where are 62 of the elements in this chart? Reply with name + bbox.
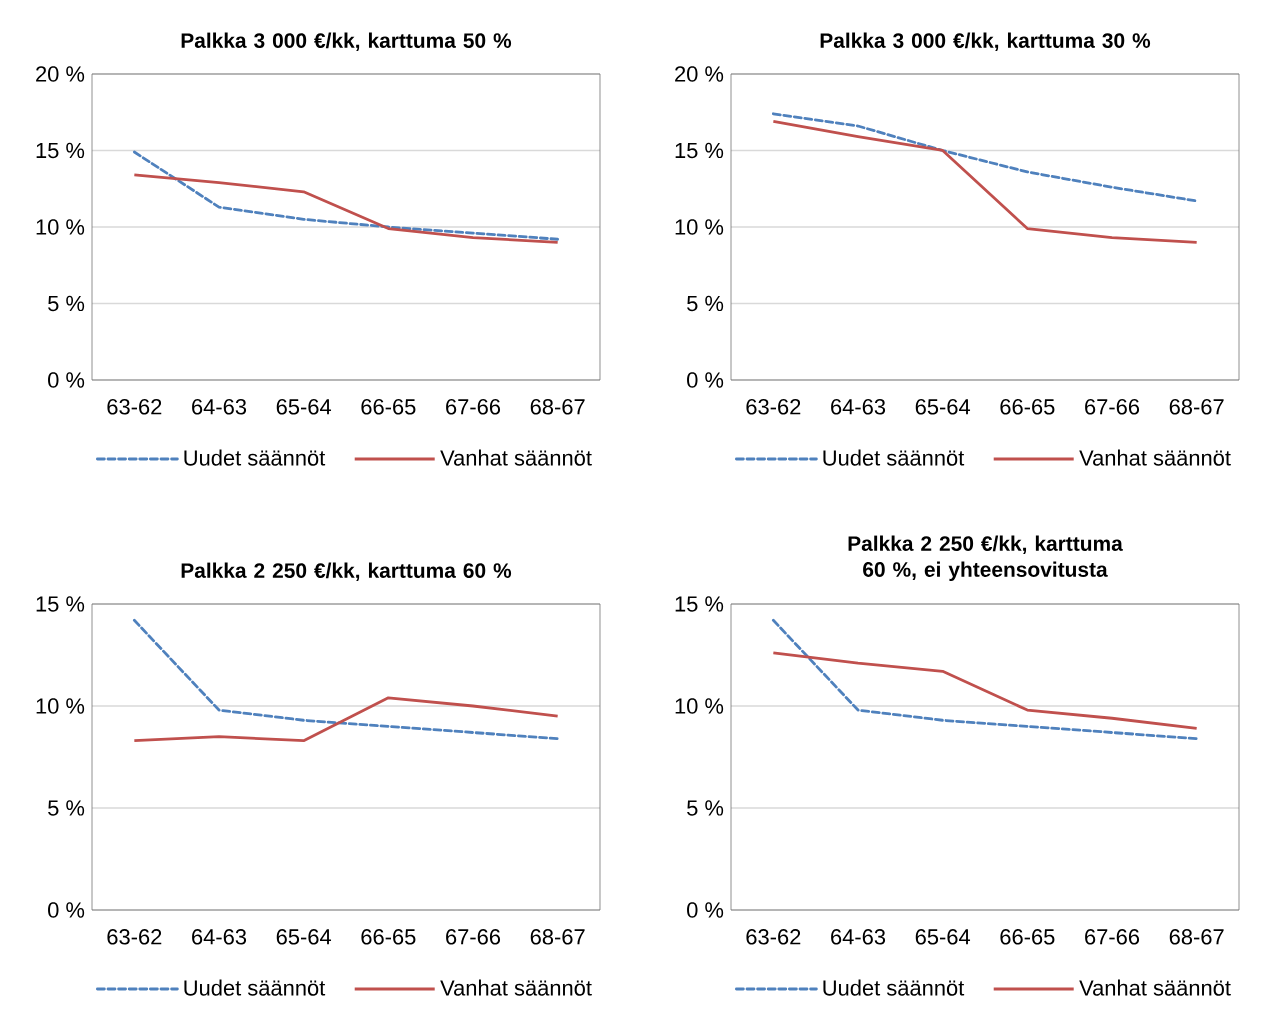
- chart-title: Palkka 3 000 €/kk, karttuma 30 %: [820, 32, 1151, 52]
- x-tick-label: 67-66: [1085, 399, 1140, 415]
- x-tick-label: 67-66: [446, 399, 501, 415]
- x-tick-label: 67-66: [1085, 929, 1140, 945]
- x-tick-label: 68-67: [530, 399, 585, 415]
- chart-title: Palkka 3 000 €/kk, karttuma 50 %: [181, 32, 512, 52]
- y-tick-label: 15 %: [675, 596, 724, 612]
- x-tick-label: 66-65: [361, 929, 416, 945]
- y-tick-label: 0 %: [48, 372, 85, 388]
- line-series: [132, 618, 560, 741]
- y-tick-label: 10 %: [36, 698, 85, 714]
- x-tick-label: 64-63: [831, 399, 886, 415]
- chart-title: Palkka 2 250 €/kk, karttuma 60 %, ei yhteensovitusta: [848, 535, 1123, 581]
- x-tick-label: 63-62: [107, 399, 162, 415]
- x-tick-label: 66-65: [1000, 399, 1055, 415]
- legend-label: Vanhat säännöt: [1079, 449, 1231, 466]
- y-tick-label: 5 %: [687, 800, 724, 816]
- x-tick-label: 65-64: [276, 399, 332, 415]
- chart-title: Palkka 2 250 €/kk, karttuma 60 %: [181, 562, 512, 582]
- x-tick-label: 66-65: [1000, 929, 1055, 945]
- y-tick-label: 20 %: [675, 66, 724, 82]
- x-tick-label: 63-62: [746, 399, 801, 415]
- y-tick-label: 15 %: [675, 142, 724, 159]
- x-tick-label: 65-64: [915, 929, 971, 945]
- y-tick-label: 10 %: [675, 698, 724, 714]
- x-tick-label: 65-64: [276, 929, 332, 945]
- x-tick-label: 68-67: [1169, 929, 1224, 945]
- line-series: [771, 618, 1199, 741]
- x-tick-label: 66-65: [361, 399, 416, 415]
- y-tick-label: 10 %: [36, 219, 85, 235]
- x-tick-label: 63-62: [107, 929, 162, 945]
- x-tick-label: 64-63: [192, 399, 247, 415]
- legend-label: Vanhat säännöt: [440, 449, 592, 466]
- y-tick-label: 5 %: [48, 800, 85, 816]
- line-series: [771, 651, 1199, 730]
- x-tick-label: 64-63: [831, 929, 886, 945]
- line-series: [132, 150, 560, 241]
- y-tick-label: 5 %: [48, 295, 85, 312]
- legend-label: Uudet säännöt: [184, 449, 326, 466]
- x-tick-label: 68-67: [1169, 399, 1224, 415]
- y-tick-label: 0 %: [687, 372, 724, 388]
- x-tick-label: 68-67: [530, 929, 585, 945]
- legend-label: Uudet säännöt: [823, 449, 965, 466]
- line-series: [771, 112, 1199, 203]
- y-tick-label: 0 %: [48, 902, 85, 918]
- x-tick-label: 64-63: [192, 929, 247, 945]
- y-tick-label: 0 %: [687, 902, 724, 918]
- legend-label: Uudet säännöt: [184, 979, 326, 996]
- legend-label: Uudet säännöt: [823, 979, 965, 996]
- line-series: [132, 696, 560, 743]
- y-tick-label: 15 %: [36, 142, 85, 159]
- y-tick-label: 20 %: [36, 66, 85, 82]
- x-tick-label: 65-64: [915, 399, 971, 415]
- y-tick-label: 5 %: [687, 295, 724, 312]
- line-series: [132, 173, 560, 244]
- line-series: [771, 120, 1199, 244]
- x-tick-label: 63-62: [746, 929, 801, 945]
- y-tick-label: 10 %: [675, 219, 724, 235]
- x-tick-label: 67-66: [446, 929, 501, 945]
- y-tick-label: 15 %: [36, 596, 85, 612]
- legend-label: Vanhat säännöt: [440, 979, 592, 996]
- legend-label: Vanhat säännöt: [1079, 979, 1231, 996]
